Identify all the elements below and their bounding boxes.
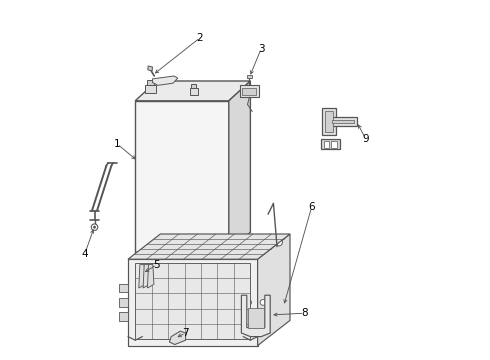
Text: 7: 7 [182, 328, 189, 338]
Polygon shape [192, 84, 196, 88]
Polygon shape [331, 141, 337, 148]
Polygon shape [145, 85, 156, 93]
Polygon shape [324, 141, 329, 148]
Polygon shape [119, 284, 128, 292]
Circle shape [175, 334, 180, 339]
Polygon shape [190, 88, 198, 95]
Polygon shape [135, 101, 229, 252]
Polygon shape [119, 312, 128, 321]
Polygon shape [240, 85, 259, 97]
Polygon shape [229, 81, 250, 252]
Text: 4: 4 [81, 249, 88, 259]
Polygon shape [143, 265, 149, 288]
Circle shape [245, 300, 251, 305]
Polygon shape [147, 80, 154, 85]
Polygon shape [128, 259, 258, 346]
Circle shape [275, 239, 282, 246]
Polygon shape [248, 308, 264, 328]
Polygon shape [247, 75, 252, 78]
Polygon shape [139, 265, 145, 288]
Polygon shape [333, 120, 354, 123]
Polygon shape [128, 234, 290, 259]
Circle shape [94, 226, 96, 228]
Polygon shape [322, 108, 336, 135]
Text: 9: 9 [362, 134, 369, 144]
Polygon shape [119, 298, 128, 307]
Text: 5: 5 [153, 260, 160, 270]
Polygon shape [320, 139, 340, 149]
Text: 1: 1 [114, 139, 121, 149]
Polygon shape [135, 81, 250, 101]
Polygon shape [148, 66, 152, 71]
Polygon shape [242, 295, 270, 337]
Polygon shape [243, 88, 256, 95]
Circle shape [91, 224, 98, 230]
Text: 2: 2 [196, 33, 203, 43]
Polygon shape [135, 263, 250, 339]
Text: 6: 6 [308, 202, 315, 212]
Text: 8: 8 [301, 308, 308, 318]
Polygon shape [330, 117, 357, 126]
Polygon shape [170, 331, 186, 345]
Polygon shape [147, 265, 154, 288]
Polygon shape [152, 76, 178, 85]
Text: 3: 3 [258, 44, 265, 54]
Polygon shape [325, 111, 333, 132]
Polygon shape [258, 234, 290, 346]
Circle shape [260, 300, 266, 305]
